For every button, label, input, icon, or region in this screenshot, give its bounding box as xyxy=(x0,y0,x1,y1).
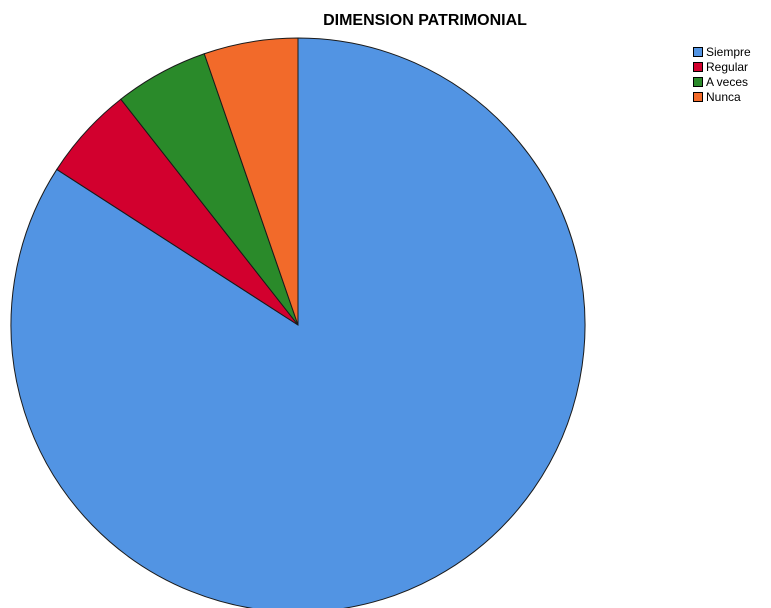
legend-item-nunca: Nunca xyxy=(693,89,751,104)
legend-label-a-veces: A veces xyxy=(706,74,749,89)
legend-item-regular: Regular xyxy=(693,59,751,74)
legend-label-regular: Regular xyxy=(706,59,749,74)
legend-swatch-nunca xyxy=(693,91,703,102)
legend-swatch-regular xyxy=(693,61,703,72)
legend-swatch-a-veces xyxy=(693,76,703,87)
legend-label-siempre: Siempre xyxy=(706,44,751,59)
legend: Siempre Regular A veces Nunca xyxy=(693,44,751,104)
legend-swatch-siempre xyxy=(693,46,703,57)
legend-label-nunca: Nunca xyxy=(706,89,741,104)
pie-slice-nunca xyxy=(203,37,299,326)
chart-title: DIMENSION PATRIMONIAL xyxy=(323,12,527,29)
legend-item-siempre: Siempre xyxy=(693,44,751,59)
legend-item-a-veces: A veces xyxy=(693,74,751,89)
